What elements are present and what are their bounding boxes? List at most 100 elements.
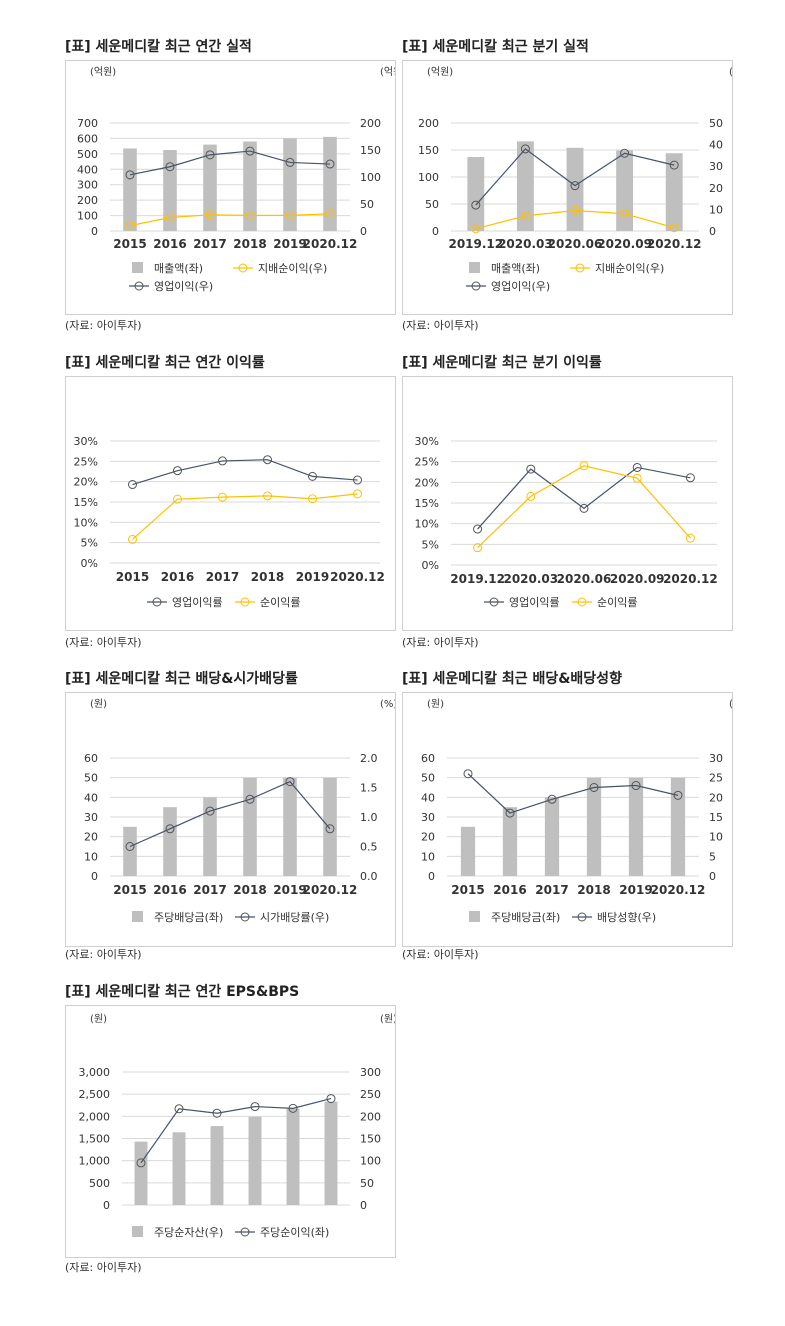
left-axis-tick-label: 0% — [422, 559, 439, 572]
legend-swatch-marker — [134, 281, 144, 291]
left-axis-tick-label: 0 — [91, 225, 98, 238]
right-axis-tick-label: 250 — [360, 1088, 381, 1101]
data-point — [165, 162, 175, 172]
bar — [516, 141, 534, 231]
category-tick-label: 2016 — [161, 570, 194, 584]
right-axis-tick-label: 5 — [709, 850, 716, 863]
bar — [323, 136, 337, 231]
data-point — [245, 210, 255, 220]
left-axis-tick-label: 60 — [84, 752, 98, 765]
data-point — [669, 223, 679, 233]
data-point — [570, 205, 580, 215]
category-tick-label: 2018 — [233, 883, 266, 897]
category-tick-label: 2016 — [153, 237, 186, 251]
legend-label: 주당순자산(우) — [154, 1226, 223, 1239]
legend-swatch-marker — [471, 281, 481, 291]
category-tick-label: 2020.12 — [651, 883, 706, 897]
data-point — [589, 783, 599, 792]
data-point — [136, 1158, 146, 1168]
source-note: (자료: 아이투자) — [402, 636, 479, 649]
category-tick-label: 2015 — [451, 883, 484, 897]
data-point — [263, 455, 272, 465]
left-axis-tick-label: 0 — [428, 870, 435, 883]
right-axis-tick-label: 0 — [709, 225, 716, 238]
left-axis-tick-label: 200 — [418, 117, 439, 130]
left-axis-tick-label: 50 — [425, 198, 439, 211]
category-tick-label: 2020.06 — [548, 237, 603, 251]
data-point — [463, 769, 473, 779]
left-axis-tick-label: 600 — [77, 132, 98, 145]
data-point — [471, 224, 481, 234]
bar — [323, 777, 337, 876]
legend-swatch-marker — [240, 597, 250, 607]
panel-title: [표] 세운메디칼 최근 연간 이익률 — [65, 355, 265, 371]
legend-swatch-marker — [152, 597, 162, 607]
left-axis-tick-label: 40 — [421, 791, 435, 804]
data-point — [165, 824, 175, 834]
data-point — [579, 503, 589, 513]
left-axis-tick-label: 20 — [84, 831, 98, 844]
right-axis-tick-label: 50 — [360, 198, 374, 211]
category-tick-label: 2019.12 — [450, 572, 505, 586]
left-axis-tick-label: 500 — [77, 148, 98, 161]
category-tick-label: 2019 — [273, 883, 306, 897]
chart-frame: 0% 5% 10% 15% 20% 25% 30% 2019.12 2020.03 2020.06… — [402, 376, 733, 631]
category-tick-label: 2020.12 — [647, 237, 702, 251]
bar — [123, 826, 137, 876]
source-note: (자료: 아이투자) — [402, 948, 479, 961]
right-axis-tick-label: 20 — [709, 791, 723, 804]
data-point — [245, 794, 255, 804]
bar — [163, 150, 177, 231]
series-line — [129, 150, 331, 176]
bar — [243, 141, 257, 231]
left-axis-tick-label: 30 — [84, 811, 98, 824]
eps-bps-chart: (원) (원) 0 500 1,000 1,500 2,000 2,500 3,000 0 50 10… — [79, 1013, 398, 1239]
left-axis-tick-label: 1,500 — [79, 1133, 111, 1146]
legend-label: 시가배당률(우) — [260, 911, 329, 924]
left-axis-tick-label: 100 — [77, 210, 98, 223]
left-axis-tick-label: 400 — [77, 163, 98, 176]
data-point — [620, 148, 630, 158]
data-point — [471, 200, 481, 210]
chart-panel-dividend-payout: [표] 세운메디칼 최근 배당&배당성향 (원)(%)0102030405060… — [402, 668, 746, 968]
data-point — [673, 790, 683, 800]
left-axis-tick-label: 100 — [418, 171, 439, 184]
right-axis-tick-label: 150 — [360, 1133, 381, 1146]
right-axis-tick-label: 25 — [709, 772, 723, 785]
data-point — [125, 221, 135, 231]
legend-swatch-marker — [489, 597, 499, 607]
left-axis-tick-label: 500 — [89, 1177, 110, 1190]
right-axis-tick-label: 200 — [360, 1110, 381, 1123]
category-tick-label: 2015 — [113, 237, 146, 251]
right-axis-unit: (원) — [380, 1013, 395, 1025]
bar — [544, 797, 560, 876]
data-point — [632, 462, 642, 472]
left-axis-tick-label: 150 — [418, 144, 439, 157]
chart-frame: (원) (원) 0 500 1,000 1,500 2,000 2,500 3,000 0 50 10… — [65, 1005, 398, 1258]
legend-swatch-marker — [577, 597, 587, 607]
right-axis-tick-label: 0 — [709, 870, 716, 883]
left-axis-tick-label: 25% — [415, 456, 439, 469]
data-point — [205, 210, 215, 220]
data-point — [669, 160, 679, 170]
data-point — [325, 824, 335, 834]
source-note: (자료: 아이투자) — [65, 1261, 142, 1274]
left-axis-tick-label: 1,000 — [79, 1155, 111, 1168]
dividend-payout-chart: (원) (%) 0 10 20 30 40 50 60 0 5 10 15 20 25 30 2015 2016 2… — [421, 698, 746, 924]
data-point — [125, 842, 135, 851]
bar — [172, 1132, 186, 1205]
chart-frame: (억원)(억원)050100150200010203040502019.1220… — [402, 60, 755, 315]
data-point — [632, 473, 642, 483]
legend-swatch-bar — [469, 911, 480, 922]
right-axis-tick-label: 0 — [360, 225, 367, 238]
left-axis-tick-label: 10 — [421, 850, 435, 863]
legend-swatch-marker — [238, 263, 248, 273]
legend-swatch-bar — [132, 911, 143, 922]
bar — [502, 807, 518, 876]
legend-swatch-marker — [240, 1227, 250, 1237]
left-axis-tick-label: 15% — [415, 497, 439, 510]
right-axis-tick-label: 300 — [360, 1066, 381, 1079]
left-axis-tick-label: 700 — [77, 117, 98, 130]
bar — [243, 777, 257, 876]
left-axis-tick-label: 0 — [91, 870, 98, 883]
